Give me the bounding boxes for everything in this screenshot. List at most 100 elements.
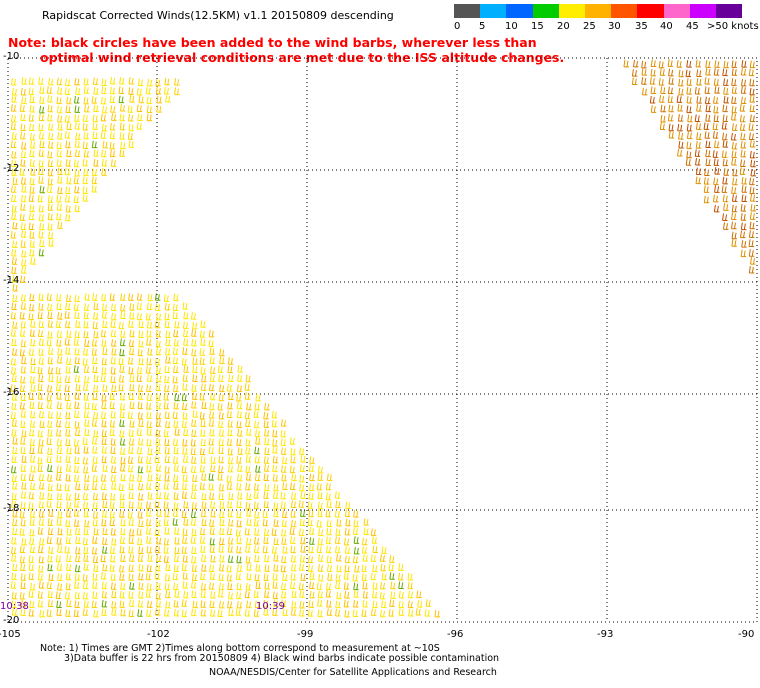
wind-barb: [101, 357, 108, 366]
wind-barb: [128, 113, 134, 122]
wind-barb: [119, 437, 126, 446]
wind-barb: [686, 131, 693, 140]
scale-swatch: [584, 4, 612, 18]
wind-barb: [182, 455, 189, 463]
wind-barb: [353, 519, 359, 528]
wind-barb: [109, 546, 116, 554]
wind-barb: [92, 392, 98, 401]
wind-barb: [371, 536, 378, 544]
wind-barb: [659, 122, 666, 130]
scale-swatch: [663, 4, 690, 18]
wind-barb: [218, 573, 225, 581]
wind-barb: [155, 599, 162, 608]
wind-barb: [236, 519, 242, 528]
wind-barb: [83, 554, 89, 562]
wind-barb: [218, 374, 224, 382]
wind-barb: [11, 374, 18, 383]
wind-barb: [109, 419, 116, 428]
wind-barb: [47, 554, 53, 563]
wind-barb: [641, 77, 647, 85]
wind-barb: [74, 168, 81, 177]
wind-barb: [19, 591, 26, 600]
wind-barb: [84, 375, 90, 384]
wind-barb: [695, 157, 701, 166]
wind-barb: [129, 401, 135, 409]
wind-barb: [361, 573, 368, 581]
wind-barb: [705, 67, 711, 76]
wind-barb: [199, 357, 206, 365]
wind-barb: [164, 608, 170, 617]
wind-barb: [353, 546, 360, 555]
wind-barb: [146, 374, 153, 382]
wind-barb: [244, 590, 251, 599]
wind-barb: [92, 501, 99, 509]
wind-barb: [20, 420, 26, 428]
wind-barb: [748, 265, 755, 274]
wind-barb: [29, 420, 36, 428]
wind-barb: [228, 492, 234, 500]
wind-barb: [281, 555, 287, 564]
wind-barb: [300, 536, 306, 545]
wind-barb: [65, 159, 72, 167]
wind-barb: [164, 438, 170, 446]
wind-barb: [290, 500, 297, 508]
wind-barb: [29, 159, 36, 167]
wind-barb: [83, 311, 90, 320]
wind-barb: [668, 68, 674, 77]
wind-barb: [336, 518, 342, 527]
scale-label: >50 knots: [707, 21, 759, 32]
wind-barb: [327, 573, 333, 581]
wind-barb: [345, 501, 351, 510]
wind-barb: [208, 339, 215, 347]
wind-barb: [120, 473, 126, 482]
wind-barb: [102, 140, 108, 149]
wind-barb: [66, 330, 72, 338]
wind-barb: [74, 474, 80, 483]
wind-barb: [92, 591, 98, 599]
wind-barb: [119, 374, 125, 383]
wind-barb: [370, 608, 377, 616]
wind-barb: [190, 518, 197, 526]
wind-barb: [155, 347, 162, 356]
wind-barb: [57, 355, 63, 364]
wind-barb: [264, 447, 270, 455]
wind-barb: [119, 392, 126, 401]
wind-barb: [11, 257, 18, 265]
wind-barb: [156, 95, 162, 104]
wind-barb: [145, 86, 152, 95]
wind-barb: [119, 132, 125, 140]
wind-barb: [316, 582, 323, 590]
wind-barb: [181, 465, 188, 474]
wind-barb: [20, 473, 27, 481]
wind-barb: [712, 194, 719, 203]
wind-barb: [83, 320, 89, 329]
wind-barb: [128, 518, 135, 526]
wind-barb: [705, 140, 711, 149]
wind-barb: [687, 114, 693, 123]
wind-barb: [280, 564, 287, 573]
wind-barb: [352, 573, 359, 582]
wind-barb: [192, 474, 198, 482]
wind-barb: [290, 536, 296, 544]
wind-barb: [263, 528, 270, 536]
wind-barb: [173, 554, 180, 562]
wind-barb: [678, 78, 684, 87]
wind-barb: [713, 68, 720, 76]
wind-barb: [93, 374, 99, 382]
wind-barb: [245, 501, 251, 510]
wind-barb: [55, 473, 62, 481]
wind-barb: [740, 213, 747, 221]
wind-barb: [147, 473, 153, 482]
wind-barb: [264, 428, 270, 437]
wind-barb: [92, 555, 99, 564]
wind-barb: [226, 527, 233, 535]
wind-barb: [66, 563, 72, 571]
wind-barb: [145, 572, 152, 581]
wind-barb: [47, 492, 53, 500]
wind-barb: [47, 356, 54, 365]
wind-barb: [273, 599, 279, 608]
wind-barb: [21, 537, 27, 546]
wind-barb: [199, 527, 206, 536]
wind-barb: [57, 122, 63, 131]
wind-barb: [100, 554, 107, 563]
